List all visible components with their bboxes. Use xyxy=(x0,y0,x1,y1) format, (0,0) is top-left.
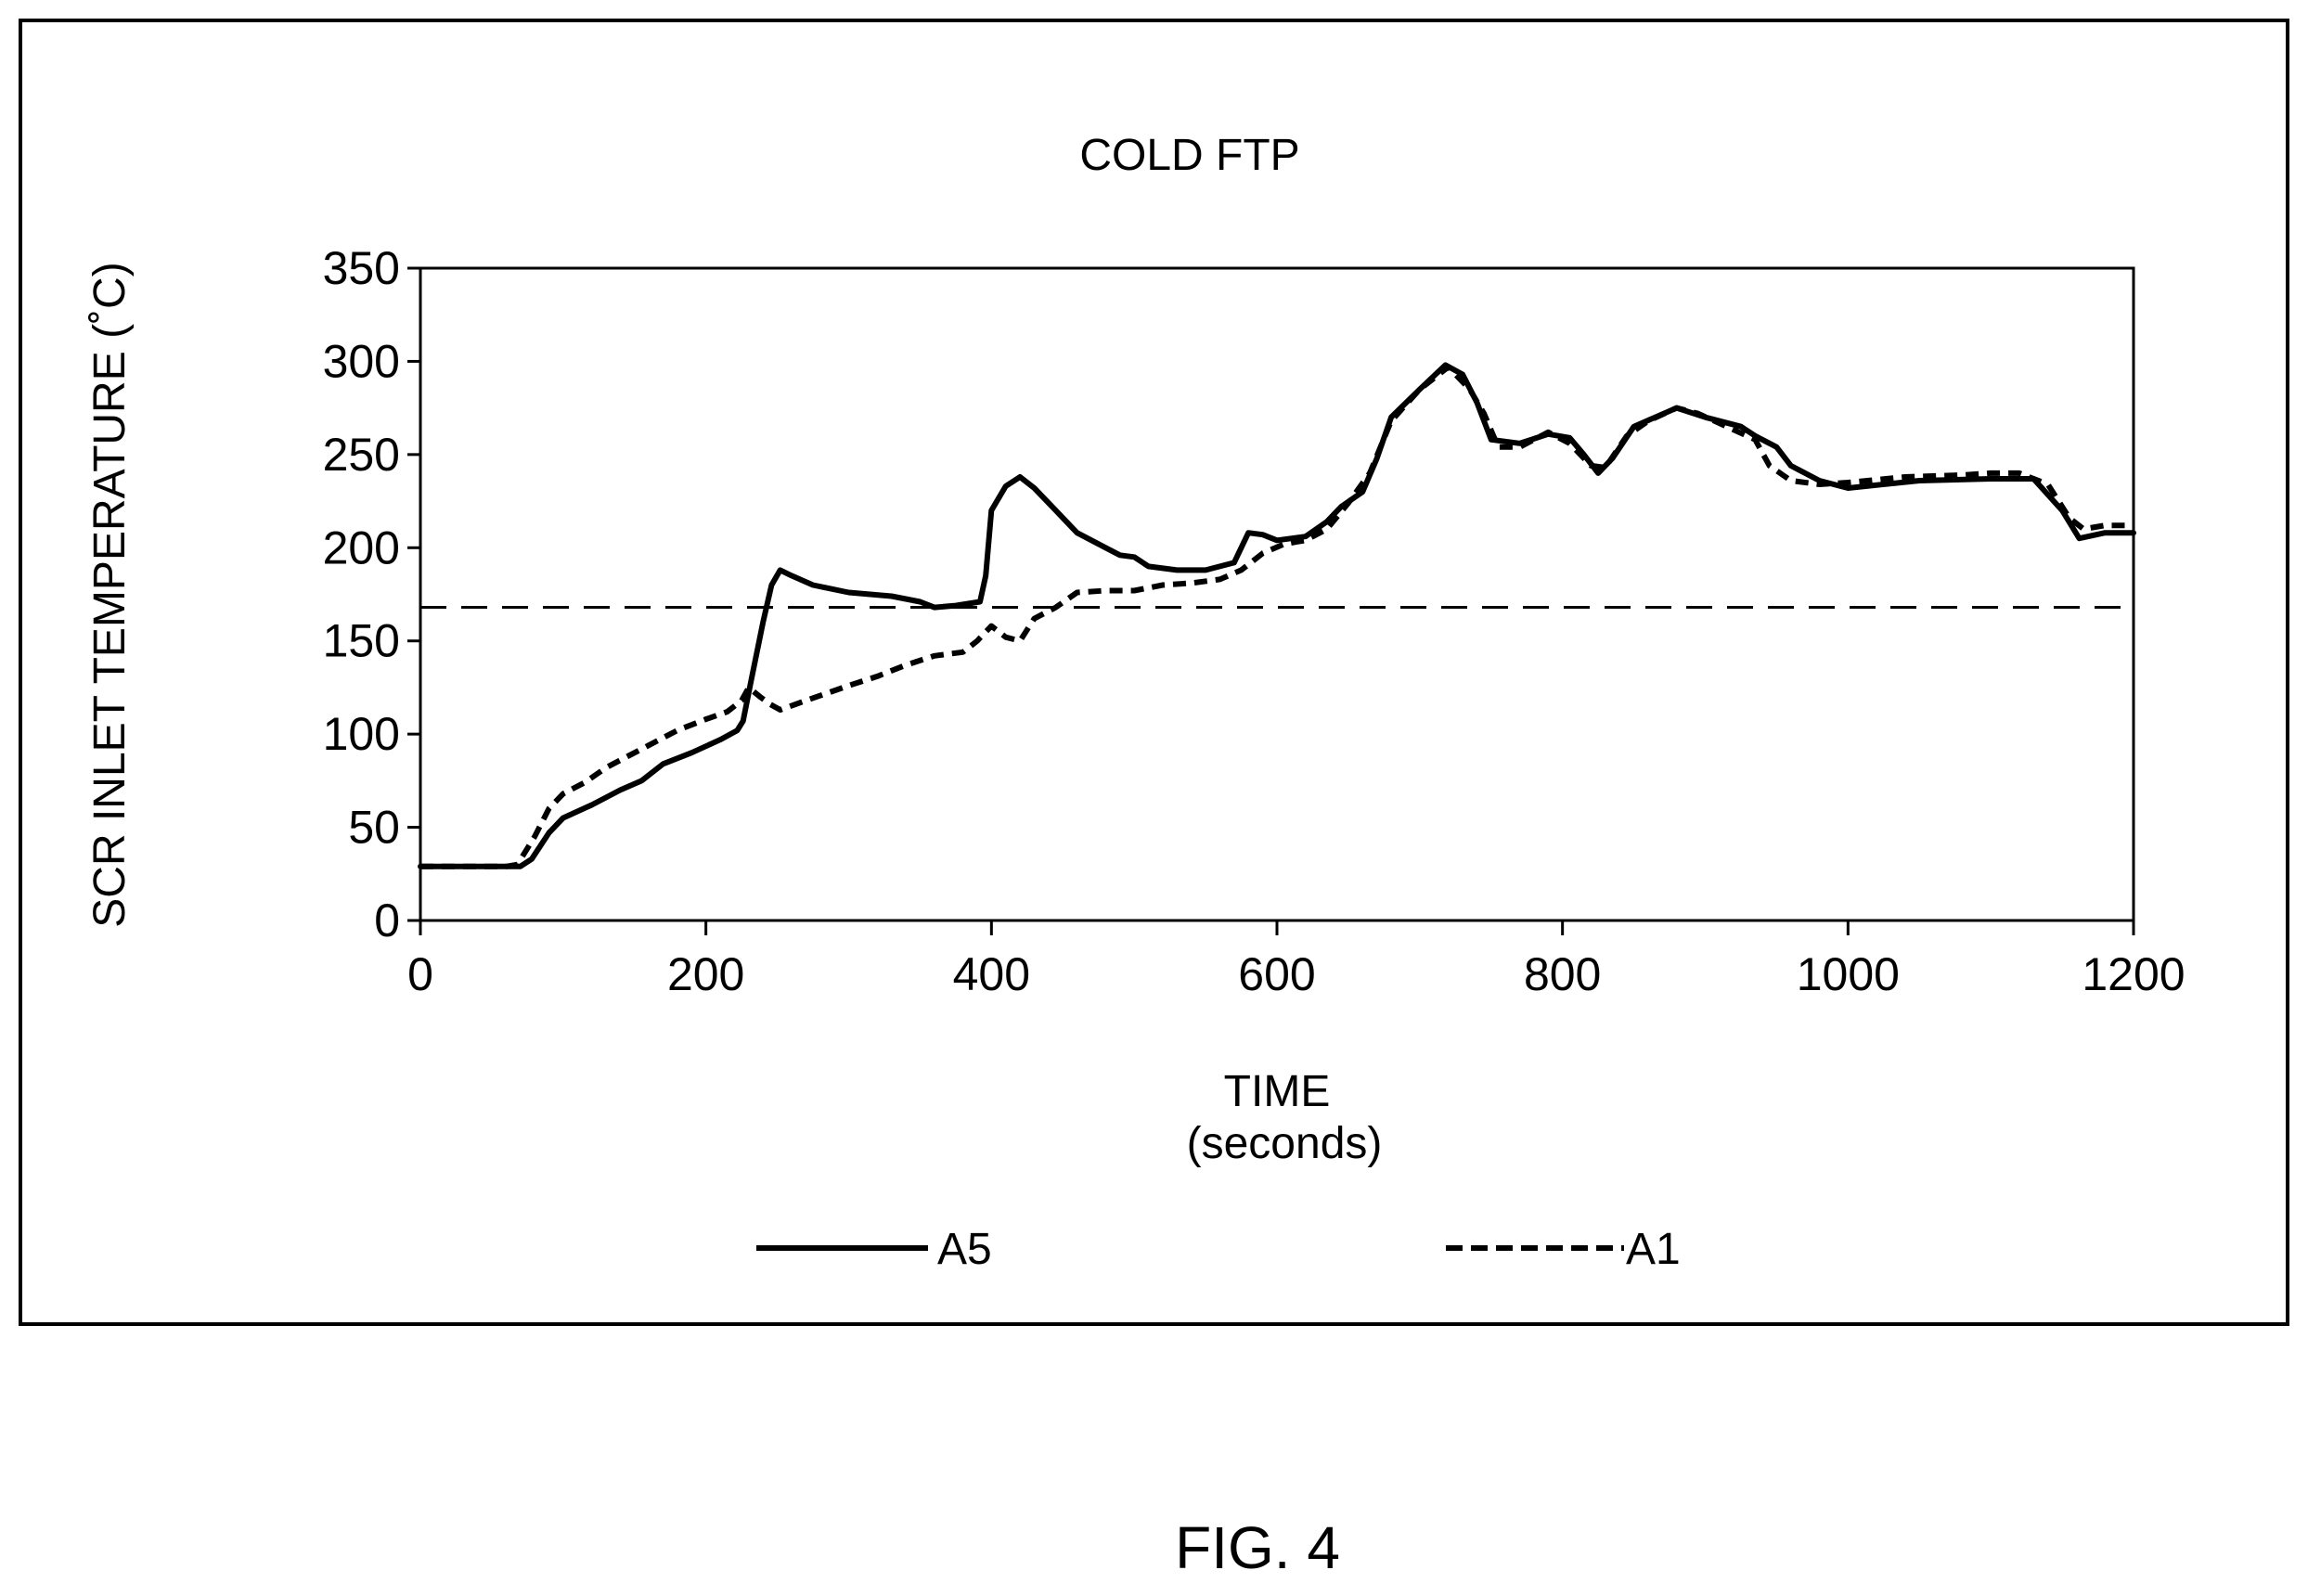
x-tick-label: 0 xyxy=(407,948,433,1000)
y-tick-label: 0 xyxy=(374,895,400,946)
x-tick-label: 400 xyxy=(953,948,1030,1000)
series-line-a5 xyxy=(418,362,2136,869)
y-axis-label: SCR INLET TEMPERATURE (˚C) xyxy=(85,262,135,927)
x-tick-label: 1200 xyxy=(2082,948,2185,1000)
figure-caption: FIG. 4 xyxy=(1175,1514,1340,1581)
x-axis-label: TIME xyxy=(1224,1067,1331,1116)
plot-area xyxy=(419,266,2135,922)
x-tick-label: 200 xyxy=(667,948,744,1000)
y-tick-label: 350 xyxy=(323,242,400,294)
x-tick-label: 1000 xyxy=(1797,948,1900,1000)
y-tick-label: 300 xyxy=(323,335,400,387)
figure-frame xyxy=(19,19,2289,1326)
y-tick-label: 100 xyxy=(323,708,400,760)
series-layer xyxy=(418,362,2136,869)
y-tick-label: 150 xyxy=(323,615,400,667)
chart-title: COLD FTP xyxy=(1079,131,1299,180)
series-line-a1 xyxy=(420,364,2134,869)
y-tick-label: 50 xyxy=(348,802,400,854)
y-tick-label: 200 xyxy=(323,521,400,573)
legend: A5 A1 xyxy=(756,1225,1681,1274)
y-tick-label: 250 xyxy=(323,429,400,481)
legend-label-a5: A5 xyxy=(937,1225,992,1274)
x-tick-label: 800 xyxy=(1524,948,1601,1000)
y-axis-ticks: 0 50 100 150 200 250 300 350 xyxy=(323,242,420,946)
x-axis-unit: (seconds) xyxy=(1187,1119,1383,1168)
x-axis-ticks: 0 200 400 600 800 1000 1200 xyxy=(407,920,2186,1000)
legend-label-a1: A1 xyxy=(1626,1225,1681,1274)
x-tick-label: 600 xyxy=(1238,948,1315,1000)
